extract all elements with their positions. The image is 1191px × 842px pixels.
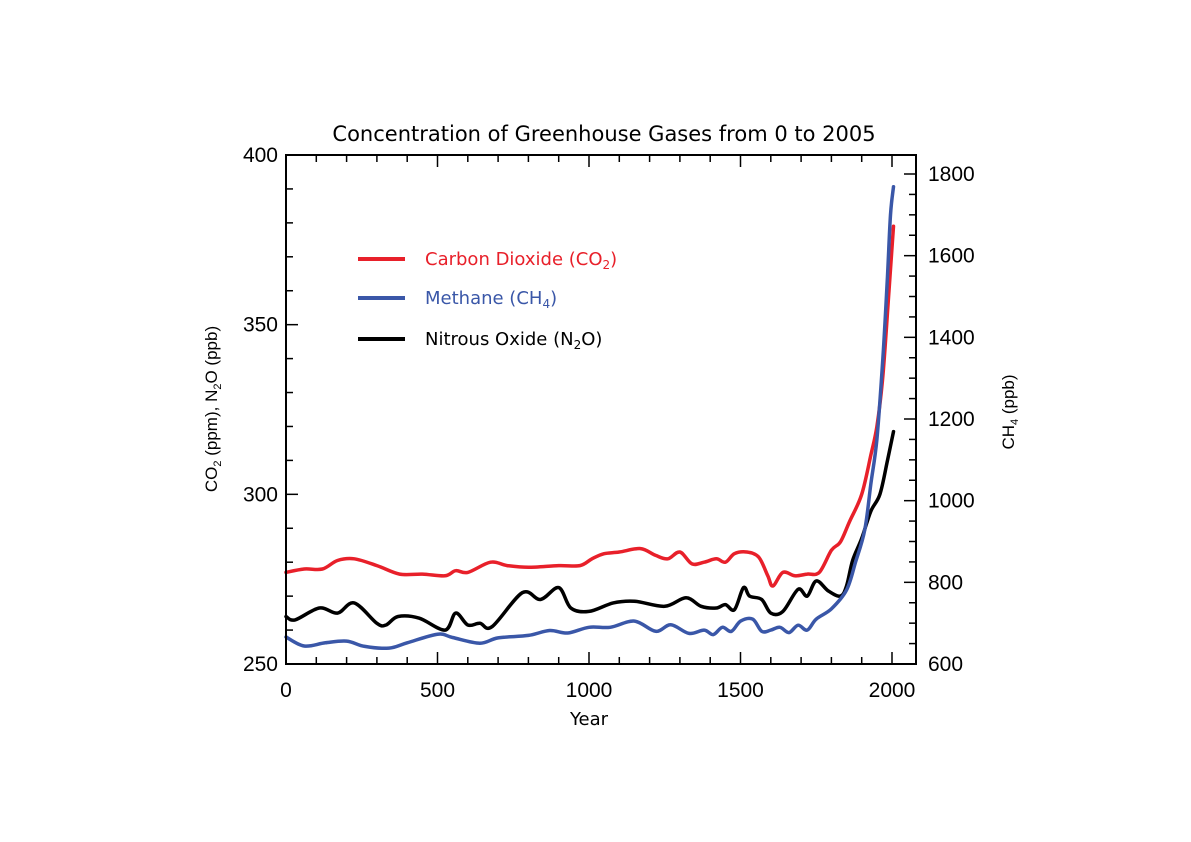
y-left-tick-label: 350 [243,314,278,337]
y-right-tick-label: 1600 [928,245,975,268]
y-left-axis-label: CO2 (ppm), N2O (ppb) [202,326,224,492]
x-tick-label: 500 [420,679,455,702]
co2-line [284,224,896,588]
y-right-tick-label: 1400 [928,326,975,349]
y-left-label-sub2: 2 [212,384,224,390]
y-right-label-ch: CH [999,425,1018,450]
ch4-line [284,184,896,651]
legend-label: Methane (CH4) [425,288,557,311]
x-tick-label: 1000 [566,679,613,702]
y-left-label-co: CO [202,467,221,493]
chart-title: Concentration of Greenhouse Gases from 0… [332,122,875,146]
y-right-tick-label: 1000 [928,490,975,513]
y-right-tick-label: 1800 [928,163,975,186]
y-right-label-suffix: (ppb) [999,374,1018,418]
plot-frame [285,154,917,665]
y-left-label-suffix: O (ppb) [202,326,221,384]
x-tick-label: 1500 [717,679,764,702]
y-left-label-sub1: 2 [212,460,224,466]
x-tick-labels: 0 500 1000 1500 2000 [280,679,915,702]
legend-item-n2o: Nitrous Oxide (N2O) [358,329,602,352]
series-lines [284,184,896,651]
legend-label: Nitrous Oxide (N2O) [425,329,602,352]
x-tick-label: 0 [280,679,292,702]
x-axis-label: Year [569,709,609,730]
y-right-label-sub: 4 [1009,419,1021,425]
y-left-label-mid: (ppm), N [202,390,221,461]
y-left-tick-label: 300 [243,483,278,506]
legend: Carbon Dioxide (CO2) Methane (CH4) Nitrous… [358,249,617,352]
y-left-tick-label: 400 [243,144,278,167]
y-right-tick-labels: 600 800 1000 1200 1400 1600 1800 [928,163,975,676]
y-right-tick-label: 1200 [928,408,975,431]
n2o-line [284,429,896,632]
x-tick-label: 2000 [869,679,916,702]
y-left-tick-labels: 250 300 350 400 [243,144,278,676]
legend-item-ch4: Methane (CH4) [358,288,557,311]
legend-label: Carbon Dioxide (CO2) [425,249,617,272]
axis-ticks [286,155,916,664]
y-right-tick-label: 600 [928,653,963,676]
legend-item-co2: Carbon Dioxide (CO2) [358,249,617,272]
y-left-tick-label: 250 [243,653,278,676]
y-right-tick-label: 800 [928,571,963,594]
y-right-axis-label: CH4 (ppb) [999,374,1021,449]
